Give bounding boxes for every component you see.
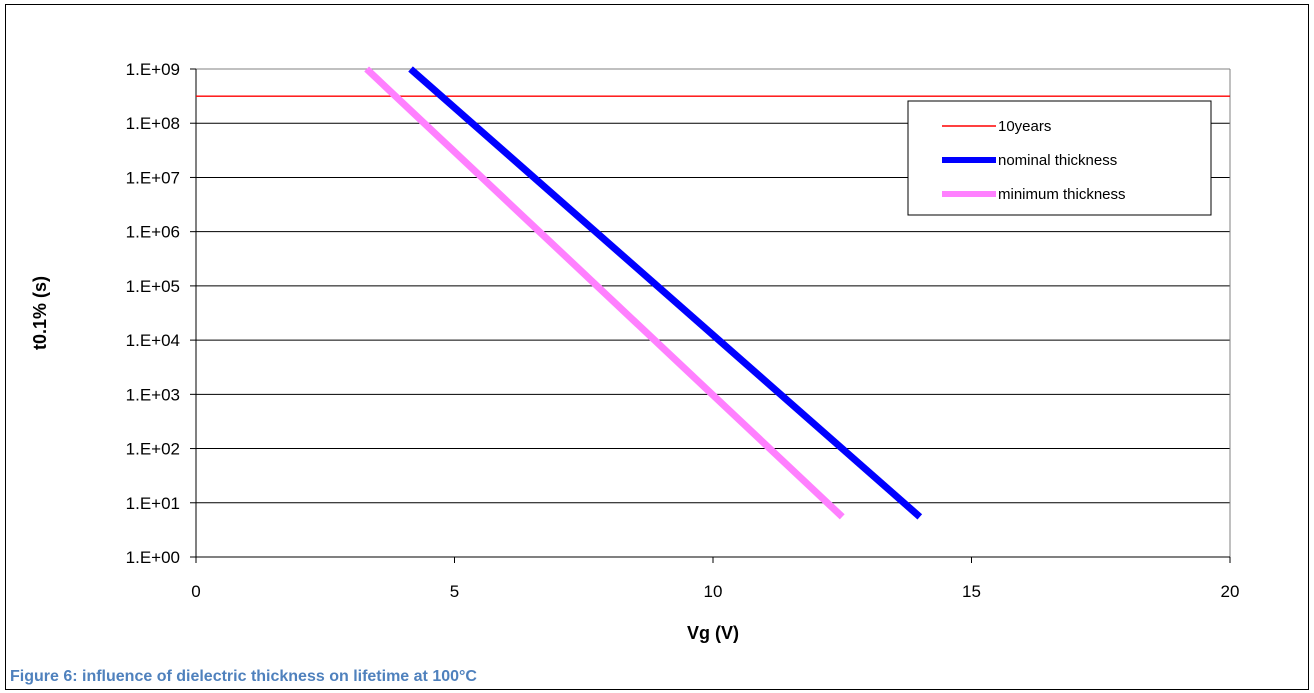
y-tick-label-1: 1.E+01 — [126, 494, 180, 513]
gridlines — [196, 68, 1231, 557]
y-tick-label-2: 1.E+02 — [126, 440, 180, 459]
y-tick-label-3: 1.E+03 — [126, 385, 180, 404]
y-tick-label-0: 1.E+00 — [126, 548, 180, 567]
x-tick-label-0: 0 — [191, 582, 200, 601]
y-tick-label-6: 1.E+06 — [126, 223, 180, 242]
figure-frame: 1.E+00 1.E+01 1.E+02 1.E+03 1.E+04 1.E+05 1.E+… — [5, 4, 1309, 690]
series-group — [196, 66, 1230, 520]
x-tick-label-1: 5 — [450, 582, 459, 601]
y-tick-label-4: 1.E+04 — [126, 331, 180, 350]
y-tick-label-9: 1.E+09 — [126, 60, 180, 79]
legend-label-0: 10years — [998, 118, 1051, 135]
figure-caption: Figure 6: influence of dielectric thickn… — [10, 668, 477, 685]
x-axis-label: Vg (V) — [687, 623, 739, 643]
legend-label-1: nominal thickness — [998, 152, 1117, 169]
chart: 1.E+00 1.E+01 1.E+02 1.E+03 1.E+04 1.E+05 1.E+… — [30, 60, 1240, 643]
x-tick-label-3: 15 — [962, 582, 981, 601]
x-tick-label-2: 10 — [704, 582, 723, 601]
y-tick-label-5: 1.E+05 — [126, 277, 180, 296]
y-tick-label-7: 1.E+07 — [126, 168, 180, 187]
series-line-minimum-thickness — [364, 66, 845, 520]
y-axis-label: t0.1% (s) — [30, 276, 50, 350]
axes — [190, 68, 1231, 563]
y-tick-label-8: 1.E+08 — [126, 114, 180, 133]
x-tick-label-4: 20 — [1221, 582, 1240, 601]
legend-label-2: minimum thickness — [998, 186, 1126, 203]
tick-labels: 1.E+00 1.E+01 1.E+02 1.E+03 1.E+04 1.E+05 1.E+… — [126, 60, 1240, 601]
legend: 10years nominal thickness minimum thicknes… — [907, 100, 1212, 216]
series-line-nominal-thickness — [408, 66, 923, 520]
